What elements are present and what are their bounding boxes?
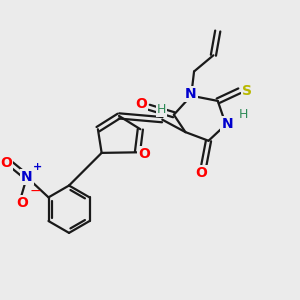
Text: O: O: [195, 166, 207, 180]
Text: O: O: [0, 156, 12, 170]
Text: H: H: [239, 108, 248, 121]
Text: +: +: [33, 162, 42, 172]
Text: O: O: [138, 147, 150, 161]
Text: −: −: [29, 184, 41, 198]
Text: O: O: [16, 196, 28, 210]
Text: N: N: [21, 170, 33, 184]
Text: O: O: [135, 98, 147, 111]
Text: S: S: [242, 84, 252, 98]
Text: H: H: [157, 103, 166, 116]
Text: N: N: [185, 87, 197, 101]
Text: N: N: [221, 117, 233, 131]
